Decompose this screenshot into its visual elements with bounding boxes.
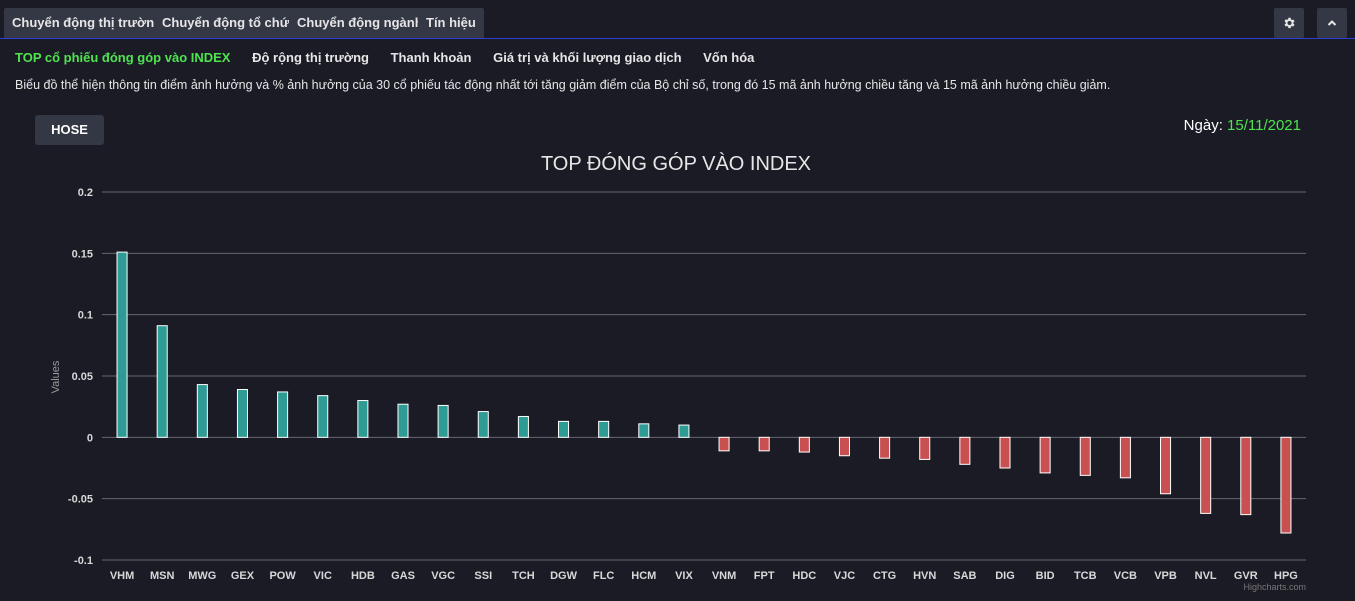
bar-vjc[interactable]	[838, 436, 850, 457]
chevron-up-icon	[1327, 20, 1337, 26]
x-tick-label: HVN	[913, 570, 936, 582]
x-axis-ticks: VHM MSN MWG GEX POW VIC HDB GAS VGC SSI TCH DGW FLC H…	[110, 570, 1298, 582]
date-label: Ngày:	[1183, 117, 1223, 134]
bar-gex[interactable]	[236, 388, 248, 438]
x-tick-label: VIC	[314, 570, 332, 582]
y-tick-label: 0.15	[72, 248, 93, 260]
bar-hvn[interactable]	[919, 436, 931, 460]
y-tick-label: 0.1	[78, 310, 93, 322]
tab-tin-hieu[interactable]: Tín hiệu	[418, 8, 484, 38]
bar-fpt[interactable]	[758, 436, 770, 452]
bar-vcb[interactable]	[1119, 436, 1131, 479]
subnav-gia-tri-khoi-luong[interactable]: Giá trị và khối lượng giao dịch	[493, 50, 682, 65]
x-tick-label: HPG	[1274, 570, 1298, 582]
y-tick-label: 0	[87, 432, 93, 444]
x-tick-label: HDB	[351, 570, 375, 582]
x-tick-label: SSI	[474, 570, 492, 582]
contribution-bar-chart: TOP ĐÓNG GÓP VÀO INDEX Values 0.2 0.15 0.1…	[50, 152, 1306, 592]
subnav-von-hoa[interactable]: Vốn hóa	[703, 50, 755, 65]
exchange-select-button[interactable]: HOSE	[35, 115, 104, 145]
bar-vgc[interactable]	[437, 404, 449, 438]
x-tick-label: TCB	[1074, 570, 1097, 582]
bar-ctg[interactable]	[879, 436, 891, 459]
bar-tch[interactable]	[517, 415, 529, 438]
x-tick-label: POW	[269, 570, 296, 582]
gear-icon	[1284, 17, 1295, 29]
bar-dgw[interactable]	[558, 420, 570, 438]
x-tick-label: GAS	[391, 570, 415, 582]
chart-title: TOP ĐÓNG GÓP VÀO INDEX	[541, 152, 811, 175]
chart-description: Biểu đồ thể hiện thông tin điểm ảnh hưởn…	[15, 78, 1111, 92]
y-axis-label: Values	[50, 360, 62, 393]
collapse-button[interactable]	[1317, 8, 1347, 38]
x-tick-label: FPT	[754, 570, 775, 582]
bar-sab[interactable]	[959, 436, 971, 465]
grid-lines	[102, 191, 1306, 561]
sub-navigation: TOP cổ phiếu đóng góp vào INDEX Độ rộng …	[15, 50, 772, 66]
x-tick-label: GVR	[1234, 570, 1258, 582]
y-tick-label: -0.05	[68, 494, 93, 506]
bar-msn[interactable]	[156, 325, 168, 438]
top-tab-bar: Chuyển động thị trường Chuyển động tổ ch…	[0, 0, 1355, 39]
bars	[116, 251, 1292, 534]
x-tick-label: NVL	[1195, 570, 1217, 582]
bar-tcb[interactable]	[1079, 436, 1091, 476]
subnav-top-co-phieu[interactable]: TOP cổ phiếu đóng góp vào INDEX	[15, 50, 231, 65]
y-axis-ticks: 0.2 0.15 0.1 0.05 0 -0.05 -0.1	[68, 187, 93, 567]
chart-credit[interactable]: Highcharts.com	[1243, 582, 1306, 592]
x-tick-label: DIG	[995, 570, 1015, 582]
bar-gvr[interactable]	[1240, 436, 1252, 516]
x-tick-label: VPB	[1154, 570, 1177, 582]
bar-hdc[interactable]	[798, 436, 810, 453]
bar-bid[interactable]	[1039, 436, 1051, 474]
bar-ssi[interactable]	[477, 411, 489, 438]
tab-chuyen-dong-to-chuc[interactable]: Chuyển động tổ chức	[154, 8, 305, 38]
x-tick-label: TCH	[512, 570, 535, 582]
bar-dig[interactable]	[999, 436, 1011, 469]
x-tick-label: VIX	[675, 570, 693, 582]
x-tick-label: MWG	[188, 570, 216, 582]
bar-hcm[interactable]	[638, 423, 650, 438]
bar-vic[interactable]	[317, 395, 329, 438]
bar-vix[interactable]	[678, 424, 690, 438]
subnav-do-rong-thi-truong[interactable]: Độ rộng thị trường	[252, 50, 369, 65]
bar-gas[interactable]	[397, 403, 409, 438]
x-tick-label: VGC	[431, 570, 455, 582]
bar-flc[interactable]	[598, 420, 610, 438]
x-tick-label: MSN	[150, 570, 175, 582]
y-tick-label: -0.1	[74, 555, 93, 567]
x-tick-label: SAB	[953, 570, 976, 582]
y-tick-label: 0.05	[72, 371, 93, 383]
tab-chuyen-dong-thi-truong[interactable]: Chuyển động thị trường	[4, 8, 171, 38]
x-tick-label: VJC	[834, 570, 855, 582]
date-display: Ngày: 15/11/2021	[1184, 117, 1301, 134]
x-tick-label: HDC	[792, 570, 816, 582]
x-tick-label: VCB	[1114, 570, 1137, 582]
x-tick-label: DGW	[550, 570, 578, 582]
bar-nvl[interactable]	[1200, 436, 1212, 514]
bar-pow[interactable]	[277, 391, 289, 438]
settings-button[interactable]	[1274, 8, 1304, 38]
x-tick-label: HCM	[631, 570, 656, 582]
x-tick-label: BID	[1036, 570, 1055, 582]
bar-hpg[interactable]	[1280, 436, 1292, 534]
y-tick-label: 0.2	[78, 187, 93, 199]
tab-chuyen-dong-nganh[interactable]: Chuyển động ngành	[289, 8, 431, 38]
date-value: 15/11/2021	[1227, 117, 1301, 134]
x-tick-label: GEX	[231, 570, 255, 582]
bar-hdb[interactable]	[357, 400, 369, 438]
subnav-thanh-khoan[interactable]: Thanh khoản	[390, 50, 472, 65]
x-tick-label: VHM	[110, 570, 134, 582]
bar-mwg[interactable]	[196, 384, 208, 438]
x-tick-label: VNM	[712, 570, 736, 582]
bar-vpb[interactable]	[1160, 436, 1172, 495]
x-tick-label: FLC	[593, 570, 614, 582]
bar-vhm[interactable]	[116, 251, 128, 438]
bar-vnm[interactable]	[718, 436, 730, 452]
x-tick-label: CTG	[873, 570, 896, 582]
